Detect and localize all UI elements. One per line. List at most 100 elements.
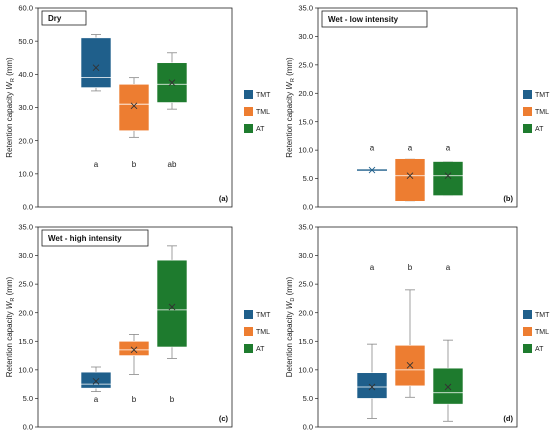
significance-letter: a bbox=[94, 395, 99, 404]
y-axis-label-unit: (mm) bbox=[5, 57, 14, 78]
panel-title-box bbox=[41, 229, 149, 247]
panel-title-box bbox=[321, 10, 428, 28]
y-axis-label-sub: R bbox=[10, 78, 16, 82]
mean-marker bbox=[92, 377, 100, 385]
box-tmt bbox=[80, 366, 112, 392]
legend-label: TML bbox=[256, 109, 270, 116]
box-tmt bbox=[356, 343, 388, 419]
y-axis-label-unit: (mm) bbox=[285, 276, 294, 297]
y-tick-label: 5.0 bbox=[303, 174, 313, 183]
legend-label: TMT bbox=[535, 92, 550, 99]
y-axis-label-var: W bbox=[5, 81, 14, 90]
mean-marker bbox=[92, 64, 100, 72]
y-axis-label-sub: R bbox=[10, 298, 16, 302]
chart-panel-d: 0.0 5.0 10.0 15.0 20.0 25.0 30.0 35.0 Detention … bbox=[285, 223, 550, 431]
y-tick-label: 60.0 bbox=[18, 4, 33, 13]
y-axis-label: Retention capacity WR (mm) bbox=[285, 57, 296, 158]
y-axis-label-var: W bbox=[285, 81, 294, 90]
legend-label: TMT bbox=[256, 92, 271, 99]
mean-marker bbox=[406, 361, 414, 369]
y-axis-label-main: Retention capacity bbox=[5, 90, 14, 158]
box-body bbox=[118, 340, 150, 356]
chart-panel-c: 0.0 5.0 10.0 15.0 20.0 25.0 30.0 35.0 Retention … bbox=[5, 223, 271, 431]
legend-label: AT bbox=[256, 126, 265, 133]
box-tml bbox=[118, 77, 150, 138]
y-tick-label: 30.0 bbox=[18, 251, 33, 260]
box-at bbox=[432, 339, 464, 422]
plot-area bbox=[37, 226, 233, 428]
mean-marker bbox=[368, 383, 376, 391]
box-body bbox=[80, 37, 112, 88]
box-tml bbox=[118, 334, 150, 375]
box-body bbox=[394, 158, 426, 202]
y-tick-label: 0.0 bbox=[303, 423, 313, 431]
legend-swatch-tml bbox=[523, 327, 532, 336]
plot-area bbox=[317, 226, 518, 428]
y-axis-label: Retention capacity WR (mm) bbox=[5, 57, 16, 158]
legend-swatch-tml bbox=[244, 327, 253, 336]
box-body bbox=[118, 83, 150, 132]
y-tick-label: 15.0 bbox=[298, 337, 313, 346]
box-at bbox=[432, 161, 464, 197]
legend-swatch-tmt bbox=[244, 310, 253, 319]
legend-label: AT bbox=[535, 346, 544, 353]
y-axis-label-sub: D bbox=[290, 298, 296, 302]
box-tmt bbox=[80, 34, 112, 92]
y-axis-label-var: W bbox=[5, 300, 14, 309]
significance-letter: a bbox=[446, 263, 451, 272]
y-axis-label-sub: R bbox=[290, 78, 296, 82]
legend-swatch-tmt bbox=[523, 90, 532, 99]
mean-marker bbox=[406, 172, 414, 180]
plot-area bbox=[317, 7, 518, 208]
y-tick-label: 15.0 bbox=[18, 337, 33, 346]
significance-letter: a bbox=[446, 144, 451, 153]
box-tml bbox=[394, 158, 426, 202]
significance-letter: a bbox=[408, 144, 413, 153]
legend-label: TMT bbox=[535, 312, 550, 319]
legend-swatch-tmt bbox=[244, 90, 253, 99]
significance-letter: a bbox=[370, 263, 375, 272]
box-body bbox=[80, 371, 112, 389]
box-tml bbox=[394, 289, 426, 398]
box-at bbox=[156, 245, 188, 359]
panel-title: Wet - high intensity bbox=[48, 234, 122, 243]
y-tick-label: 10.0 bbox=[18, 365, 33, 374]
y-axis-label-main: Retention capacity bbox=[5, 309, 14, 377]
y-tick-label: 20.0 bbox=[298, 308, 313, 317]
significance-letter: b bbox=[408, 263, 413, 272]
y-tick-label: 10.0 bbox=[298, 365, 313, 374]
box-body bbox=[394, 344, 426, 387]
y-tick-label: 10.0 bbox=[298, 146, 313, 155]
y-tick-label: 20.0 bbox=[18, 308, 33, 317]
legend-swatch-tml bbox=[244, 107, 253, 116]
y-tick-label: 35.0 bbox=[298, 223, 313, 232]
significance-letter: b bbox=[170, 395, 175, 404]
mean-marker bbox=[368, 166, 376, 174]
chart-panel-a: 0.0 10.0 20.0 30.0 40.0 50.0 60.0 Retention cap… bbox=[5, 4, 271, 212]
y-tick-label: 5.0 bbox=[303, 394, 313, 403]
mean-marker bbox=[130, 102, 138, 110]
legend-swatch-at bbox=[523, 124, 532, 133]
panel-title: Dry bbox=[48, 14, 62, 23]
y-axis-label-unit: (mm) bbox=[285, 57, 294, 78]
y-axis-label-var: W bbox=[285, 300, 294, 309]
y-axis-label: Detention capacity WD (mm) bbox=[285, 276, 296, 377]
panel-title-box bbox=[41, 10, 87, 26]
significance-letter: ab bbox=[168, 160, 177, 169]
box-body bbox=[156, 259, 188, 348]
y-tick-label: 0.0 bbox=[303, 203, 313, 212]
y-axis-label-main: Detention capacity bbox=[285, 309, 294, 377]
y-axis-label-unit: (mm) bbox=[5, 276, 14, 297]
legend-label: TMT bbox=[256, 312, 271, 319]
y-tick-label: 20.0 bbox=[298, 89, 313, 98]
y-tick-label: 50.0 bbox=[18, 37, 33, 46]
significance-letter: a bbox=[94, 160, 99, 169]
panel-title: Wet - low intensity bbox=[328, 15, 399, 24]
mean-marker bbox=[168, 303, 176, 311]
y-tick-label: 35.0 bbox=[298, 4, 313, 13]
y-axis-label: Retention capacity WR (mm) bbox=[5, 276, 16, 377]
y-tick-label: 0.0 bbox=[23, 203, 33, 212]
box-body bbox=[432, 161, 464, 196]
legend-label: AT bbox=[256, 346, 265, 353]
legend-swatch-tml bbox=[523, 107, 532, 116]
